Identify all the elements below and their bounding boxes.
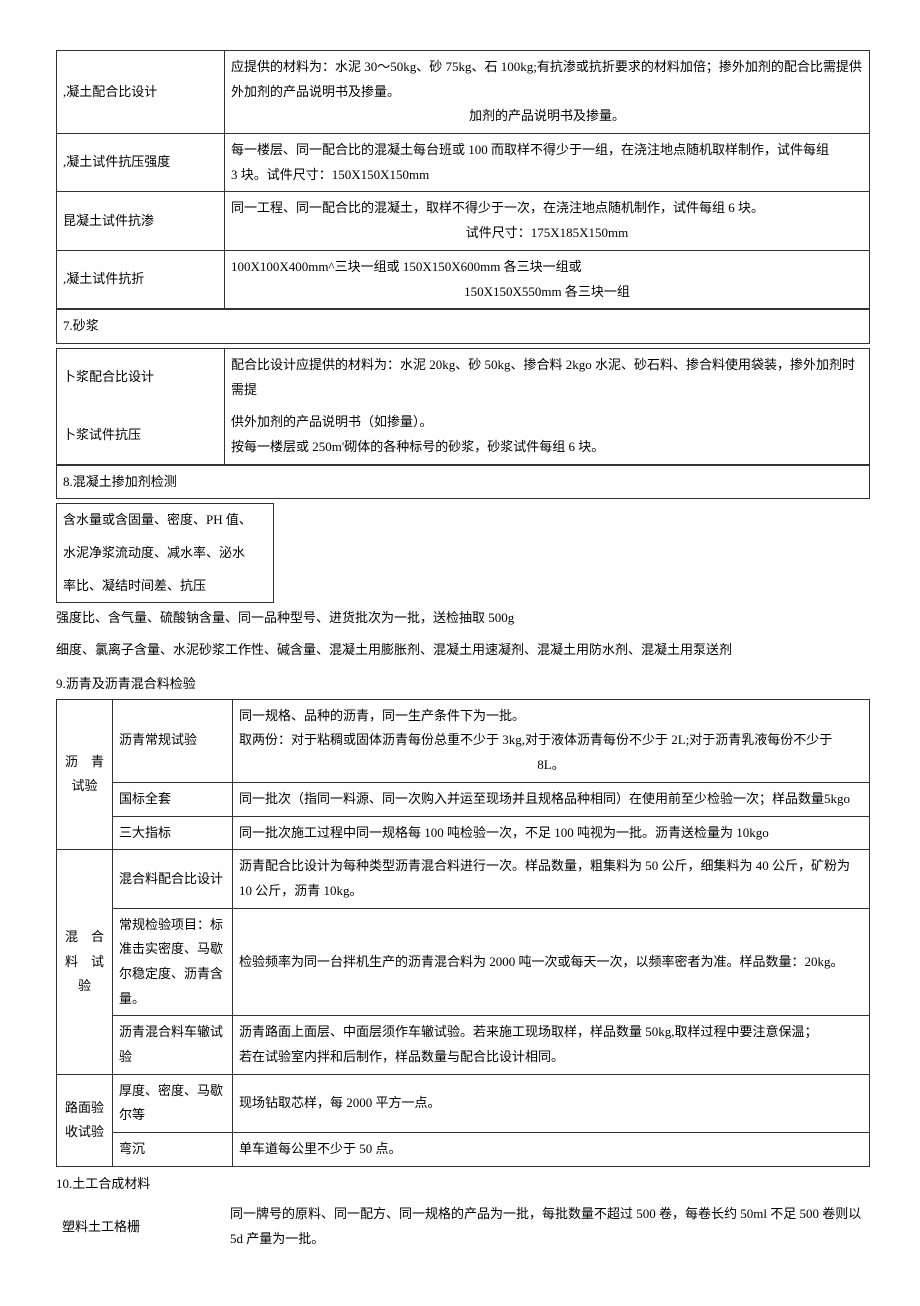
section8-line1: 强度比、含气量、硫酸钠含量、同一品种型号、进货批次为一批，送检抽取 500g	[56, 603, 870, 635]
row-label: ,凝土试件抗折	[57, 250, 225, 308]
row-text: 同一批次（指同一料源、同一次购入并运至现场并且规格品种相同）在使用前至少检验一次…	[233, 782, 870, 816]
row-label: ,凝土配合比设计	[57, 51, 225, 134]
row-text: 沥青路面上面层、中面层须作车辙试验。若来施工现场取样，样品数量 50kg,取样过…	[233, 1016, 870, 1074]
row-label: 塑料土工格栅	[56, 1198, 224, 1255]
section7-title: 7.砂浆	[57, 310, 870, 344]
row-label: 国标全套	[113, 782, 233, 816]
cell-text: 若在试验室内拌和后制作，样品数量与配合比设计相同。	[239, 1045, 863, 1070]
cell-text: 应提供的材料为：水泥 30～50kg、砂 75kg、石 100kg;有抗渗或抗折…	[231, 59, 862, 99]
table-geosynthetic: 塑料土工格栅 同一牌号的原料、同一配方、同一规格的产品为一批，每批数量不超过 5…	[56, 1198, 870, 1255]
cell: 含水量或含固量、密度、PH 值、	[57, 504, 274, 537]
table-mortar: 卜浆配合比设计 配合比设计应提供的材料为：水泥 20kg、砂 50kg、掺合料 …	[56, 348, 870, 465]
table-concrete: ,凝土配合比设计 应提供的材料为：水泥 30～50kg、砂 75kg、石 100…	[56, 50, 870, 309]
section8-title: 8.混凝土掺加剂检测	[57, 465, 870, 499]
row-text: 供外加剂的产品说明书（如掺量）。 按每一楼层或 250m'砌体的各种标号的砂浆，…	[225, 406, 870, 464]
row-label: 常规检验项目：标准击实密度、马歇尔稳定度、沥青含量。	[113, 908, 233, 1016]
row-label: ,凝土试件抗压强度	[57, 134, 225, 192]
cell-text: 每一楼层、同一配合比的混凝土每台班或 100 而取样不得少于一组，在浇注地点随机…	[231, 138, 863, 163]
cell-text: 取两份：对于粘稠或固体沥青每份总重不少于 3kg,对于液体沥青每份不少于 2L;…	[239, 728, 863, 753]
row-text: 每一楼层、同一配合比的混凝土每台班或 100 而取样不得少于一组，在浇注地点随机…	[225, 134, 870, 192]
table-mortar-head: 7.砂浆	[56, 309, 870, 344]
row-label: 沥青常规试验	[113, 699, 233, 782]
row-text: 单车道每公里不少于 50 点。	[233, 1133, 870, 1167]
cell: 率比、凝结时间差、抗压	[57, 570, 274, 603]
row-label: 弯沉	[113, 1133, 233, 1167]
cell-text: 沥青路面上面层、中面层须作车辙试验。若来施工现场取样，样品数量 50kg,取样过…	[239, 1020, 863, 1045]
row-text: 100X100X400mm^三块一组或 150X150X600mm 各三块一组或…	[225, 250, 870, 308]
section10-title: 10.土工合成材料	[56, 1169, 870, 1198]
row-text: 同一牌号的原料、同一配方、同一规格的产品为一批，每批数量不超过 500 卷，每卷…	[224, 1198, 870, 1255]
cell-text: 100X100X400mm^三块一组或 150X150X600mm 各三块一组或	[231, 255, 863, 280]
row-label: 混合料配合比设计	[113, 850, 233, 908]
row-label: 卜浆试件抗压	[57, 406, 225, 464]
row-label: 卜浆配合比设计	[57, 348, 225, 406]
row-text: 沥青配合比设计为每种类型沥青混合料进行一次。样品数量，粗集料为 50 公斤，细集…	[233, 850, 870, 908]
table-admixture-head: 8.混凝土掺加剂检测	[56, 465, 870, 500]
row-text: 配合比设计应提供的材料为：水泥 20kg、砂 50kg、掺合料 2kgo 水泥、…	[225, 348, 870, 406]
row-text: 检验频率为同一台拌机生产的沥青混合料为 2000 吨一次或每天一次，以频率密者为…	[233, 908, 870, 1016]
row-label: 昆凝土试件抗渗	[57, 192, 225, 250]
row-label: 厚度、密度、马歇尔等	[113, 1074, 233, 1132]
cell-tail: 供外加剂的产品说明书（如掺量）。	[231, 410, 863, 435]
cell-tail: 150X150X550mm 各三块一组	[231, 280, 863, 305]
cell-tail: 试件尺寸：175X185X150mm	[231, 221, 863, 246]
cell-text: 同一工程、同一配合比的混凝土，取样不得少于一次，在浇注地点随机制作，试件每组 6…	[231, 196, 863, 221]
group-label: 混 合料 试验	[57, 850, 113, 1075]
row-text: 同一工程、同一配合比的混凝土，取样不得少于一次，在浇注地点随机制作，试件每组 6…	[225, 192, 870, 250]
section9-title: 9.沥青及沥青混合料检验	[56, 669, 870, 698]
cell-text: 按每一楼层或 250m'砌体的各种标号的砂浆，砂浆试件每组 6 块。	[231, 435, 863, 460]
cell-text: 同一规格、品种的沥青，同一生产条件下为一批。	[239, 704, 863, 729]
group-label: 沥 青试验	[57, 699, 113, 849]
row-text: 同一规格、品种的沥青，同一生产条件下为一批。 取两份：对于粘稠或固体沥青每份总重…	[233, 699, 870, 782]
cell-tail: 8L。	[239, 753, 863, 778]
cell: 水泥净浆流动度、减水率、泌水	[57, 537, 274, 570]
group-label: 路面验收试验	[57, 1074, 113, 1166]
row-text: 同一批次施工过程中同一规格每 100 吨检验一次，不足 100 吨视为一批。沥青…	[233, 816, 870, 850]
cell-tail: 加剂的产品说明书及掺量。	[231, 104, 863, 129]
row-text: 现场钻取芯样，每 2000 平方一点。	[233, 1074, 870, 1132]
row-label: 三大指标	[113, 816, 233, 850]
cell-tail: 3 块。试件尺寸：150X150X150mm	[231, 163, 863, 188]
table-admixture-left: 含水量或含固量、密度、PH 值、 水泥净浆流动度、减水率、泌水 率比、凝结时间差…	[56, 503, 274, 603]
table-asphalt: 沥 青试验 沥青常规试验 同一规格、品种的沥青，同一生产条件下为一批。 取两份：…	[56, 699, 870, 1167]
row-label: 沥青混合料车辙试验	[113, 1016, 233, 1074]
section8-line2: 细度、氯离子含量、水泥砂浆工作性、碱含量、混凝土用膨胀剂、混凝土用速凝剂、混凝土…	[56, 635, 870, 667]
row-text: 应提供的材料为：水泥 30～50kg、砂 75kg、石 100kg;有抗渗或抗折…	[225, 51, 870, 134]
